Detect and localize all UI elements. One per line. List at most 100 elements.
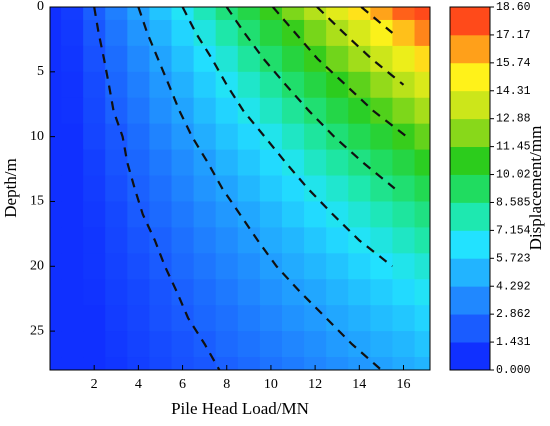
cell	[61, 357, 84, 370]
cell	[50, 149, 62, 177]
cell	[348, 149, 371, 177]
cell	[127, 123, 151, 151]
cell	[83, 45, 106, 73]
cell	[304, 7, 327, 21]
colorbar-tick-label: 15.74	[496, 57, 531, 70]
cell	[348, 305, 371, 332]
x-tick-label: 8	[223, 377, 230, 392]
cell	[127, 305, 151, 332]
cell	[259, 175, 283, 203]
cell	[171, 253, 195, 280]
cell	[61, 71, 84, 99]
colorbar-band	[450, 34, 490, 64]
contour-line	[272, 7, 408, 138]
cell	[326, 357, 349, 370]
cell	[414, 201, 430, 228]
cell	[370, 331, 394, 358]
cell	[392, 71, 416, 99]
cell	[304, 227, 327, 254]
cell	[304, 97, 327, 125]
cell	[193, 7, 217, 21]
cell	[281, 45, 305, 73]
x-tick-label: 6	[179, 377, 186, 392]
cell	[370, 279, 394, 306]
cell	[237, 279, 261, 306]
cell	[326, 305, 349, 332]
cell	[83, 279, 106, 306]
cell	[414, 19, 430, 47]
cell	[149, 19, 173, 47]
cell	[105, 305, 128, 332]
cell	[348, 201, 371, 228]
colorbar-tick-label: 18.60	[496, 1, 531, 14]
cell	[83, 97, 106, 125]
cell	[149, 97, 173, 125]
cell	[414, 357, 430, 370]
y-tick-label: 25	[30, 323, 44, 338]
cell	[83, 201, 106, 228]
cell	[237, 149, 261, 177]
cell	[193, 201, 217, 228]
cell	[259, 331, 283, 358]
cell	[348, 19, 371, 47]
y-axis-label: Depth/m	[1, 158, 20, 218]
cell	[215, 227, 239, 254]
cell	[215, 253, 239, 280]
cell	[193, 71, 217, 99]
cell	[259, 45, 283, 73]
cell	[348, 357, 371, 370]
cell	[61, 253, 84, 280]
cell	[83, 71, 106, 99]
colorbar-tick-label: 4.292	[496, 280, 531, 293]
cell	[193, 97, 217, 125]
cell	[237, 331, 261, 358]
cell	[370, 71, 394, 99]
cell	[259, 97, 283, 125]
cell	[193, 175, 217, 203]
cell	[105, 45, 128, 73]
cell	[414, 45, 430, 73]
cell	[105, 7, 128, 21]
cell	[215, 201, 239, 228]
cell	[370, 253, 394, 280]
cell	[61, 279, 84, 306]
cell	[326, 331, 349, 358]
cell	[414, 227, 430, 254]
cell	[127, 331, 151, 358]
cell	[105, 357, 128, 370]
colorbar-tick-label: 10.02	[496, 169, 531, 182]
cell	[326, 227, 349, 254]
cell	[259, 305, 283, 332]
cell	[149, 227, 173, 254]
cell	[83, 253, 106, 280]
cell	[259, 253, 283, 280]
colorbar-tick-label: 2.862	[496, 308, 531, 321]
colorbar-tick-label: 14.31	[496, 85, 531, 98]
cell	[83, 357, 106, 370]
cell	[149, 71, 173, 99]
cell	[304, 305, 327, 332]
x-tick-label: 14	[352, 377, 366, 392]
cell	[348, 253, 371, 280]
cell	[259, 7, 283, 21]
cell	[105, 71, 128, 99]
colorbar-tick-label: 7.154	[496, 224, 531, 237]
cell	[348, 45, 371, 73]
cell	[215, 123, 239, 151]
cell	[215, 7, 239, 21]
colorbar-tick-label: 5.723	[496, 252, 531, 265]
cell	[215, 305, 239, 332]
contour-line	[225, 7, 396, 190]
cell	[171, 331, 195, 358]
cell	[171, 45, 195, 73]
x-tick-label: 12	[308, 377, 322, 392]
cell	[149, 149, 173, 177]
cell	[392, 253, 416, 280]
cell	[281, 357, 305, 370]
cell	[171, 305, 195, 332]
cell	[414, 305, 430, 332]
cell	[414, 331, 430, 358]
cell	[215, 71, 239, 99]
cell	[50, 7, 62, 21]
cell	[348, 97, 371, 125]
